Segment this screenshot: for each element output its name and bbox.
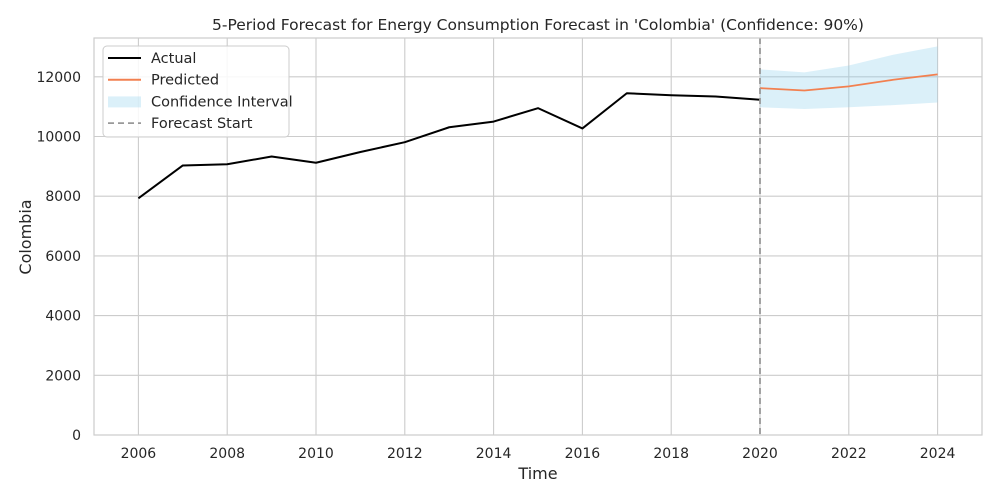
x-tick-label: 2016 xyxy=(565,446,601,462)
legend-box xyxy=(102,45,290,138)
confidence-band-layer xyxy=(760,46,938,110)
legend-label: Predicted xyxy=(151,73,219,89)
x-tick-label: 2008 xyxy=(209,446,245,462)
confidence-interval-band xyxy=(760,46,938,110)
series-predicted-line xyxy=(759,73,938,92)
series-layer xyxy=(137,38,938,435)
x-tick-label: 2024 xyxy=(920,446,956,462)
y-tick-label: 6000 xyxy=(45,249,81,265)
chart-title: 5-Period Forecast for Energy Consumption… xyxy=(212,16,864,34)
y-tick-label: 4000 xyxy=(45,309,81,325)
y-tick-label: 2000 xyxy=(45,368,81,384)
legend-label: Actual xyxy=(151,51,196,67)
x-tick-label: 2018 xyxy=(653,446,689,462)
legend-label: Confidence Interval xyxy=(151,94,293,110)
plot-frame xyxy=(93,37,983,436)
y-tick-label: 10000 xyxy=(36,130,81,146)
y-tick-label: 8000 xyxy=(45,189,81,205)
legend: Actual Predicted Confidence Interval Foreca… xyxy=(102,45,293,138)
x-tick-label: 2020 xyxy=(742,446,778,462)
x-tick-label: 2006 xyxy=(121,446,157,462)
series-actual-line xyxy=(137,92,761,200)
x-axis-title: Time xyxy=(517,464,557,483)
legend-label: Forecast Start xyxy=(151,116,253,132)
legend-swatch xyxy=(108,96,141,108)
x-tick-label: 2012 xyxy=(387,446,423,462)
x-axis-ticks: 2006 2008 2010 2012 2014 2016 2018 2020 2022 2024 xyxy=(121,446,956,462)
x-tick-label: 2014 xyxy=(476,446,512,462)
y-axis-ticks: 0 2000 4000 6000 8000 10000 12000 xyxy=(36,70,81,444)
y-tick-label: 0 xyxy=(72,428,81,444)
y-tick-label: 12000 xyxy=(36,70,81,86)
y-axis-title: Colombia xyxy=(16,199,35,274)
x-tick-label: 2010 xyxy=(298,446,334,462)
x-tick-label: 2022 xyxy=(831,446,867,462)
